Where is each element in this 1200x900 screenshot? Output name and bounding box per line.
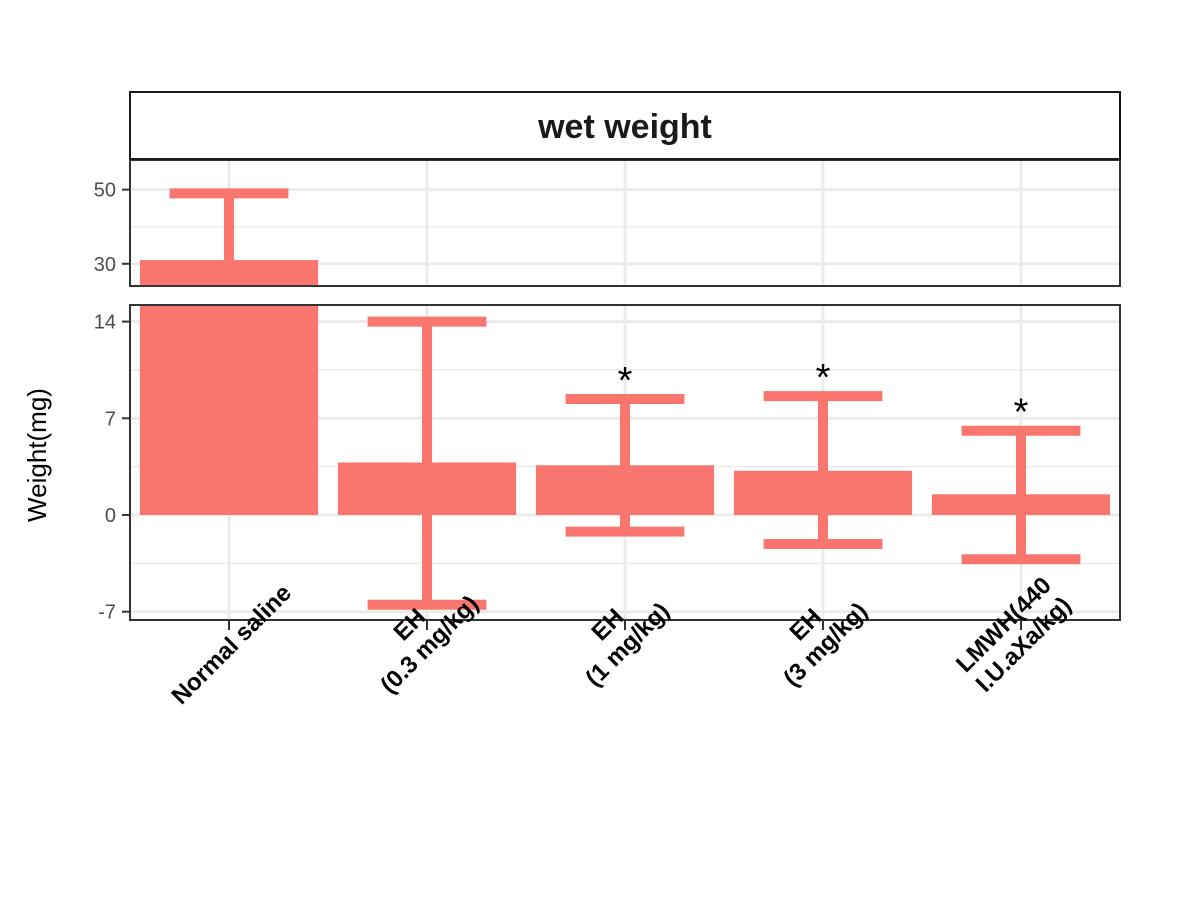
y-tick-label: 50 bbox=[94, 180, 116, 202]
y-tick-label: -7 bbox=[98, 602, 116, 624]
upper-y-axis: 30 50 bbox=[94, 180, 130, 276]
bar-upper-segment bbox=[139, 260, 319, 286]
significance-star: * bbox=[816, 357, 831, 399]
lower-y-axis: -7 0 7 14 bbox=[94, 312, 130, 624]
x-tick-label: EH(1 mg/kg) bbox=[561, 578, 675, 692]
chart-title: wet weight bbox=[537, 108, 712, 146]
error-bars bbox=[169, 188, 1081, 610]
y-tick-label: 0 bbox=[105, 505, 116, 527]
x-axis: Normal saline EH(0.3 mg/kg) EH(1 mg/kg) EH(… bbox=[166, 571, 1077, 710]
significance-star: * bbox=[1014, 392, 1029, 434]
x-tick-label: LMWH(440I.U.aXa/kg) bbox=[951, 572, 1077, 698]
bar bbox=[139, 304, 319, 515]
x-tick-label: EH(0.3 mg/kg) bbox=[356, 571, 484, 699]
y-axis-title: Weight(mg) bbox=[22, 388, 52, 522]
x-tick-label-line: Normal saline bbox=[166, 579, 296, 709]
x-tick-label: EH(3 mg/kg) bbox=[759, 578, 873, 692]
y-tick-label: 30 bbox=[94, 254, 116, 276]
facet-strip bbox=[129, 91, 1121, 160]
significance-star: * bbox=[618, 360, 633, 402]
y-tick-label: 14 bbox=[94, 312, 116, 334]
significance-markers: * * * bbox=[618, 357, 1029, 434]
x-tick-label: Normal saline bbox=[166, 579, 296, 709]
y-tick-label: 7 bbox=[105, 408, 116, 430]
